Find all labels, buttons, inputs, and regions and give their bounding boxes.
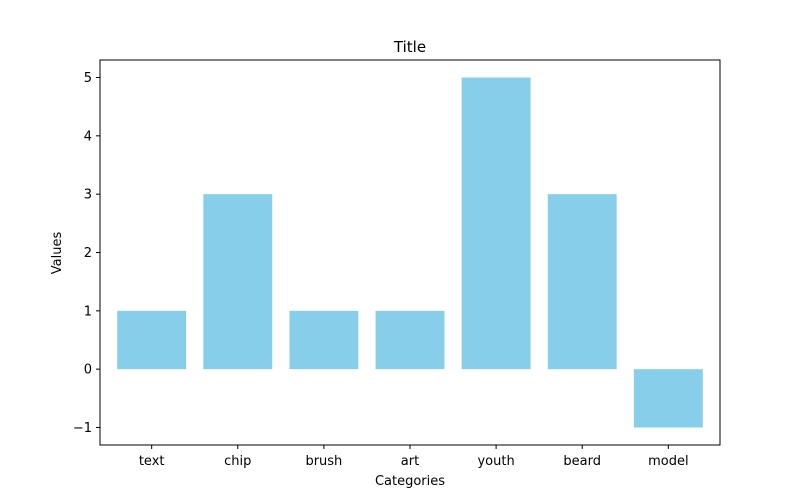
bar-brush [289, 310, 359, 370]
x-tick-label: youth [477, 454, 514, 469]
bar-text [117, 310, 187, 370]
bar-youth [461, 77, 531, 370]
axes-layer: −1 0 1 2 3 4 5 text chip brush art youth beard model [73, 59, 721, 469]
bar-model [633, 369, 703, 428]
y-tick-label: −1 [73, 421, 92, 436]
x-tick-label: chip [224, 454, 251, 469]
y-tick-label: 4 [84, 129, 92, 144]
bars-layer [117, 77, 703, 428]
y-tick-label: 2 [84, 246, 92, 261]
y-tick-label: 3 [84, 188, 92, 203]
y-tick-label: 1 [84, 304, 92, 319]
y-tick-label: 5 [84, 71, 92, 86]
x-tick-label: art [401, 454, 419, 469]
x-tick-label: model [648, 454, 688, 469]
chart-title: Title [393, 38, 426, 56]
bar-beard [547, 194, 617, 370]
plot-frame [99, 59, 721, 446]
bar-art [375, 310, 445, 370]
x-tick-label: beard [563, 454, 601, 469]
x-tick-label: brush [305, 454, 342, 469]
x-tick-label: text [139, 454, 165, 469]
y-axis-label: Values [50, 232, 65, 275]
x-axis-label: Categories [375, 474, 445, 489]
y-tick-label: 0 [84, 363, 92, 378]
bar-chip [203, 194, 273, 370]
